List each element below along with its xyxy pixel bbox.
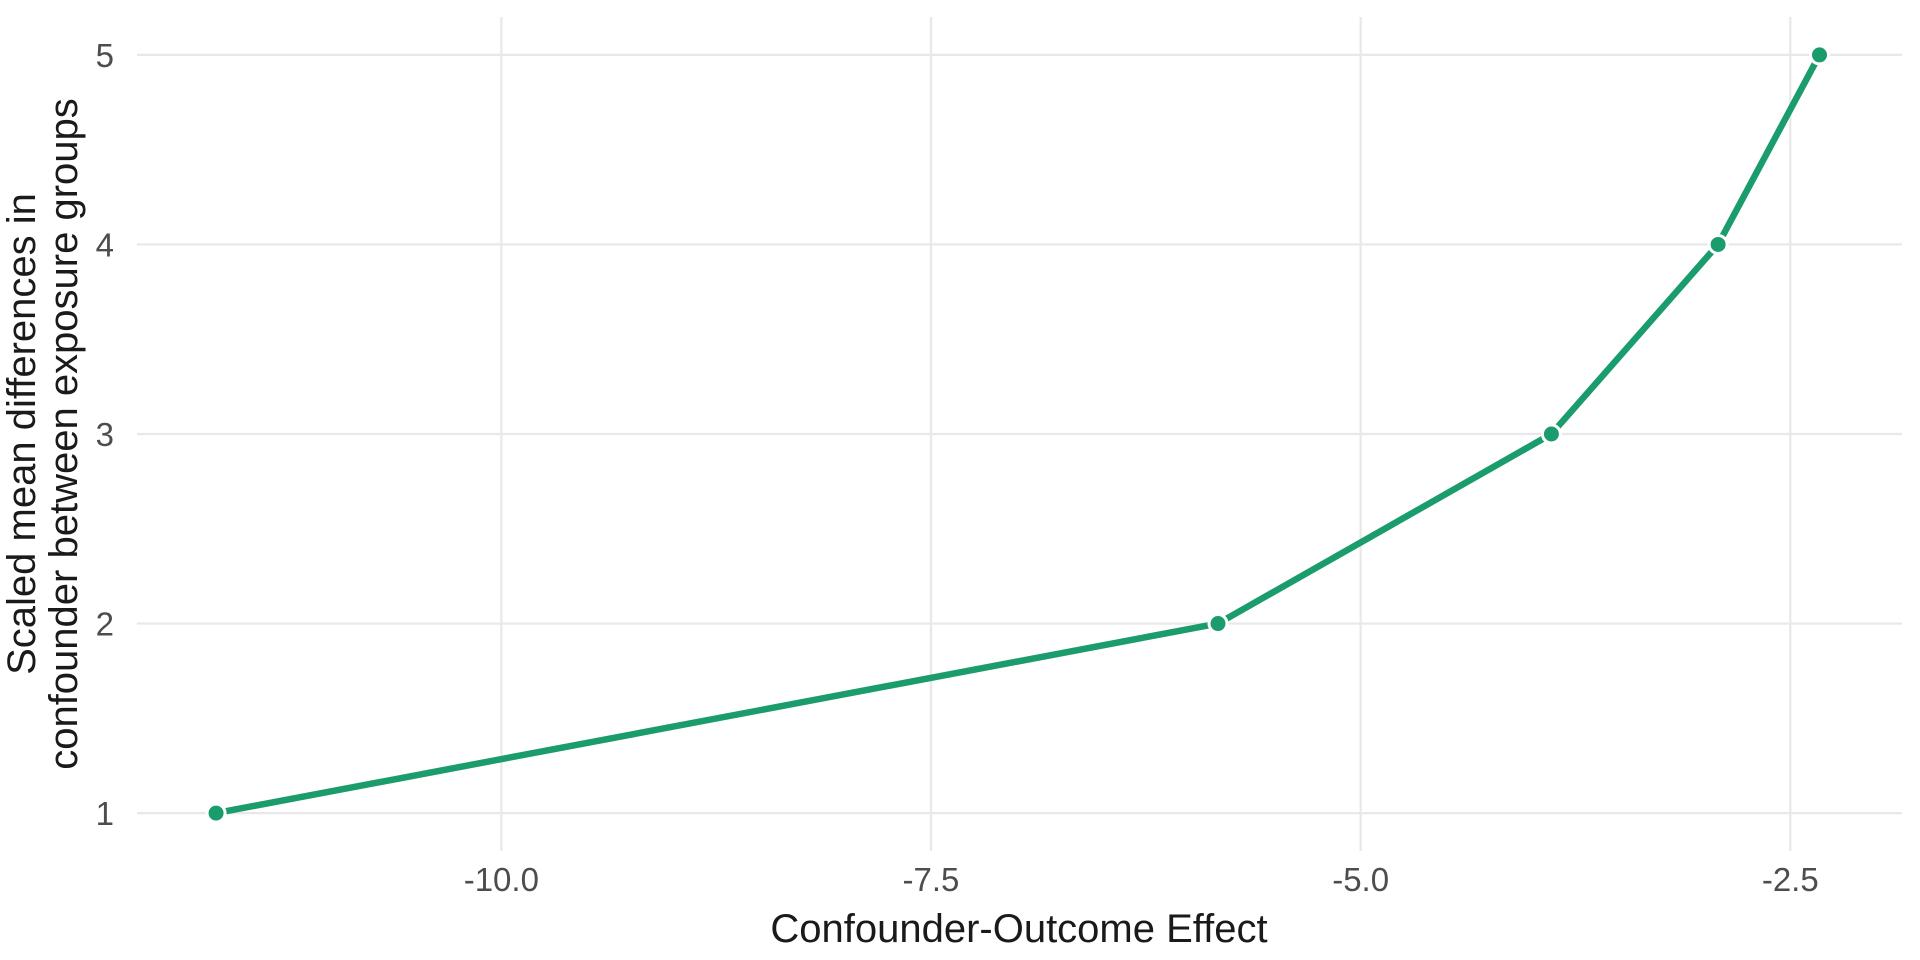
x-tick-label: -5.0 [1332, 861, 1389, 898]
data-point [1207, 613, 1229, 635]
x-tick-label: -10.0 [464, 861, 539, 898]
x-axis-title: Confounder-Outcome Effect [770, 907, 1267, 951]
data-series-layer [205, 44, 1831, 824]
data-point [1809, 44, 1831, 66]
y-axis-title-line2: confounder between exposure groups [42, 98, 86, 770]
data-point [205, 802, 227, 824]
y-tick-label: 4 [96, 226, 114, 263]
x-tick-label: -2.5 [1762, 861, 1819, 898]
y-tick-label: 1 [96, 795, 114, 832]
gridline-layer [137, 17, 1902, 851]
data-point [1707, 233, 1729, 255]
x-tick-label: -7.5 [903, 861, 960, 898]
y-axis-title-line1: Scaled mean differences in [0, 193, 44, 675]
y-tick-label: 2 [96, 606, 114, 643]
data-point [1540, 423, 1562, 445]
y-tick-label: 3 [96, 416, 114, 453]
y-tick-label: 5 [96, 37, 114, 74]
axis-tick-label-layer: -10.0 -7.5 -5.0 -2.5 1 2 3 4 5 [96, 37, 1819, 898]
